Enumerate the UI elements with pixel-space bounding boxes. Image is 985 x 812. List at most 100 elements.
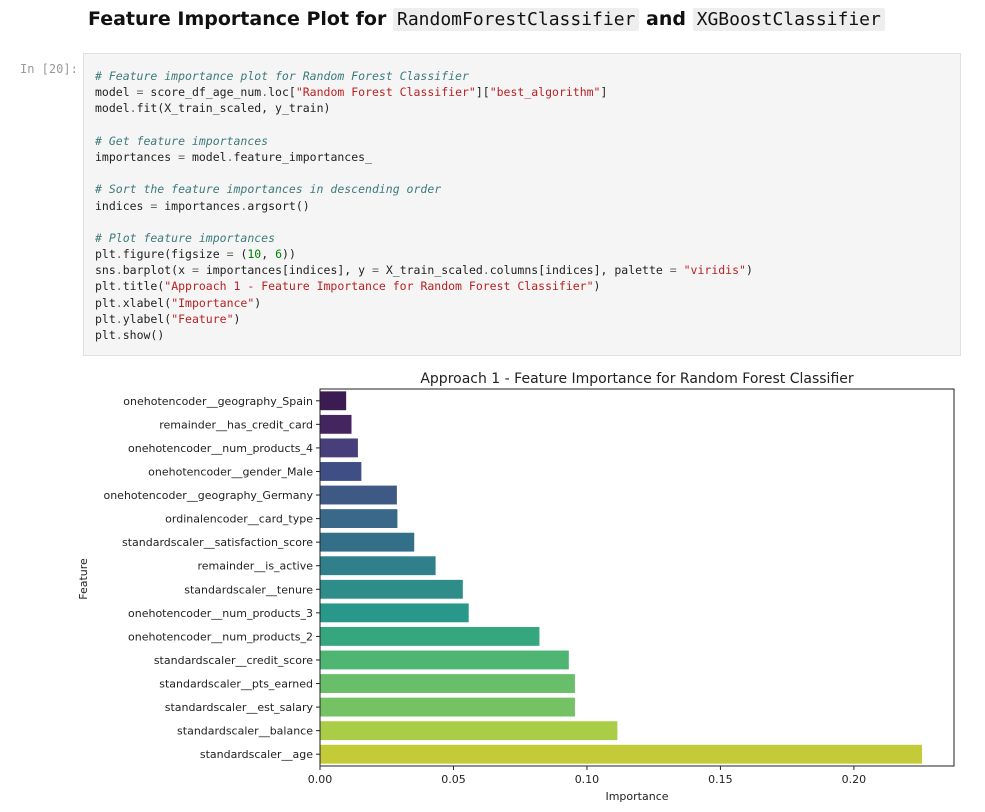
code-line: plt.xlabel("Importance")	[95, 295, 753, 311]
y-tick-label: onehotencoder__geography_Germany	[103, 489, 313, 502]
bar	[320, 697, 575, 717]
code-token: feature_importances_	[233, 149, 372, 164]
code-token: ))	[282, 247, 296, 262]
y-tick-label: standardscaler__tenure	[184, 583, 313, 596]
y-tick-label: standardscaler__pts_earned	[159, 678, 313, 691]
code-token: "Importance"	[171, 295, 255, 310]
code-token: )	[593, 279, 601, 294]
y-tick-label: remainder__is_active	[197, 560, 313, 573]
y-tick-label: standardscaler__balance	[177, 725, 313, 738]
code-token: loc[	[268, 85, 296, 100]
y-tick-label: onehotencoder__num_products_3	[128, 607, 313, 620]
markdown-heading: Feature Importance Plot for RandomForest…	[88, 8, 885, 31]
code-cell[interactable]: # Feature importance plot for Random For…	[83, 53, 961, 356]
bar	[320, 414, 352, 434]
y-tick-label: remainder__has_credit_card	[159, 418, 313, 431]
y-tick-label: standardscaler__est_salary	[165, 701, 314, 714]
code-token: =	[226, 247, 234, 262]
code-token: =	[372, 263, 379, 278]
code-token: model	[185, 149, 227, 164]
y-tick-label: onehotencoder__num_products_4	[128, 442, 313, 455]
bar	[320, 721, 618, 741]
code-token: title(	[122, 279, 165, 294]
code-line: sns.barplot(x = importances[indices], y …	[95, 262, 753, 278]
bar	[320, 556, 436, 576]
code-token: .	[261, 85, 269, 100]
code-line: # Feature importance plot for Random For…	[95, 68, 753, 84]
code-token: =	[136, 85, 144, 100]
code-token: barplot(x	[122, 263, 192, 278]
code-line: # Plot feature importances	[95, 230, 753, 246]
code-token: .	[226, 149, 234, 164]
code-line: importances = model.feature_importances_	[95, 149, 753, 165]
code-token: importances[indices], y	[198, 263, 372, 278]
bar	[320, 674, 575, 693]
y-tick-label: standardscaler__satisfaction_score	[122, 536, 313, 549]
code-token: sns	[95, 263, 116, 278]
code-token: =	[669, 263, 677, 278]
code-token: =	[191, 263, 199, 278]
code-token: )	[233, 311, 241, 326]
code-token	[677, 263, 684, 277]
code-token: figure(figsize	[122, 247, 227, 262]
code-token: # Sort the feature importances in descen…	[95, 182, 442, 197]
code-line: plt.show()	[95, 327, 753, 343]
code-token: )	[254, 295, 262, 310]
code-token: "Feature"	[171, 311, 234, 326]
y-tick-label: ordinalencoder__card_type	[165, 513, 313, 526]
bar	[320, 579, 463, 599]
code-token: )	[745, 263, 753, 278]
code-token: .	[482, 263, 490, 278]
heading-text-start: Feature Importance Plot for	[88, 8, 387, 30]
code-line: # Sort the feature importances in descen…	[95, 181, 753, 197]
code-token: "viridis"	[683, 263, 746, 278]
code-token: plt	[95, 295, 116, 310]
code-line	[95, 214, 753, 230]
code-token: # Plot feature importances	[95, 230, 276, 245]
bar	[320, 485, 397, 505]
code-token: columns[indices], palette	[489, 263, 670, 278]
heading-text-and: and	[646, 8, 686, 30]
code-token: plt	[95, 311, 116, 326]
code-token: =	[150, 198, 158, 213]
code-token: .	[115, 279, 123, 294]
code-token: importances	[157, 198, 241, 213]
code-token: (	[233, 247, 248, 262]
code-token: 6	[275, 247, 283, 262]
code-token: ylabel(	[122, 311, 172, 326]
code-token: =	[178, 149, 186, 164]
code-line	[95, 117, 753, 133]
code-token: xlabel(	[122, 295, 172, 310]
code-token: # Get feature importances	[95, 133, 269, 148]
x-tick-label: 0.15	[708, 773, 733, 786]
code-token: importances	[95, 149, 179, 164]
code-token: fit(X_train_scaled, y_train)	[136, 101, 331, 116]
code-token: plt	[95, 279, 116, 294]
y-tick-label: onehotencoder__gender_Male	[148, 465, 313, 478]
code-token: ]	[600, 85, 608, 100]
bar	[320, 744, 922, 764]
code-line: model = score_df_age_num.loc["Random For…	[95, 84, 753, 100]
bar	[320, 462, 362, 481]
code-line: # Get feature importances	[95, 133, 753, 149]
bar	[320, 626, 540, 646]
code-token: "Approach 1 - Feature Importance for Ran…	[164, 279, 594, 294]
x-axis-label: Importance	[605, 790, 668, 803]
x-tick-label: 0.10	[575, 773, 600, 786]
code-token: .	[115, 311, 123, 326]
code-token: show()	[122, 328, 165, 342]
code-line: plt.title("Approach 1 - Feature Importan…	[95, 278, 753, 294]
y-axis-label: Feature	[77, 558, 90, 600]
code-token: "Random Forest Classifier"	[295, 85, 476, 100]
axes-frame	[319, 388, 955, 767]
heading-code-randomforest: RandomForestClassifier	[392, 8, 640, 31]
code-token: .	[240, 198, 248, 213]
bar	[320, 532, 415, 552]
code-line: plt.ylabel("Feature")	[95, 311, 753, 327]
cell-prompt: In [20]:	[20, 62, 78, 76]
y-tick-label: onehotencoder__geography_Spain	[123, 395, 313, 408]
code-editor[interactable]: # Feature importance plot for Random For…	[95, 68, 753, 343]
code-token: model	[95, 85, 137, 100]
cell-output: Approach 1 - Feature Importance for Rand…	[70, 364, 970, 810]
bar	[320, 509, 398, 529]
